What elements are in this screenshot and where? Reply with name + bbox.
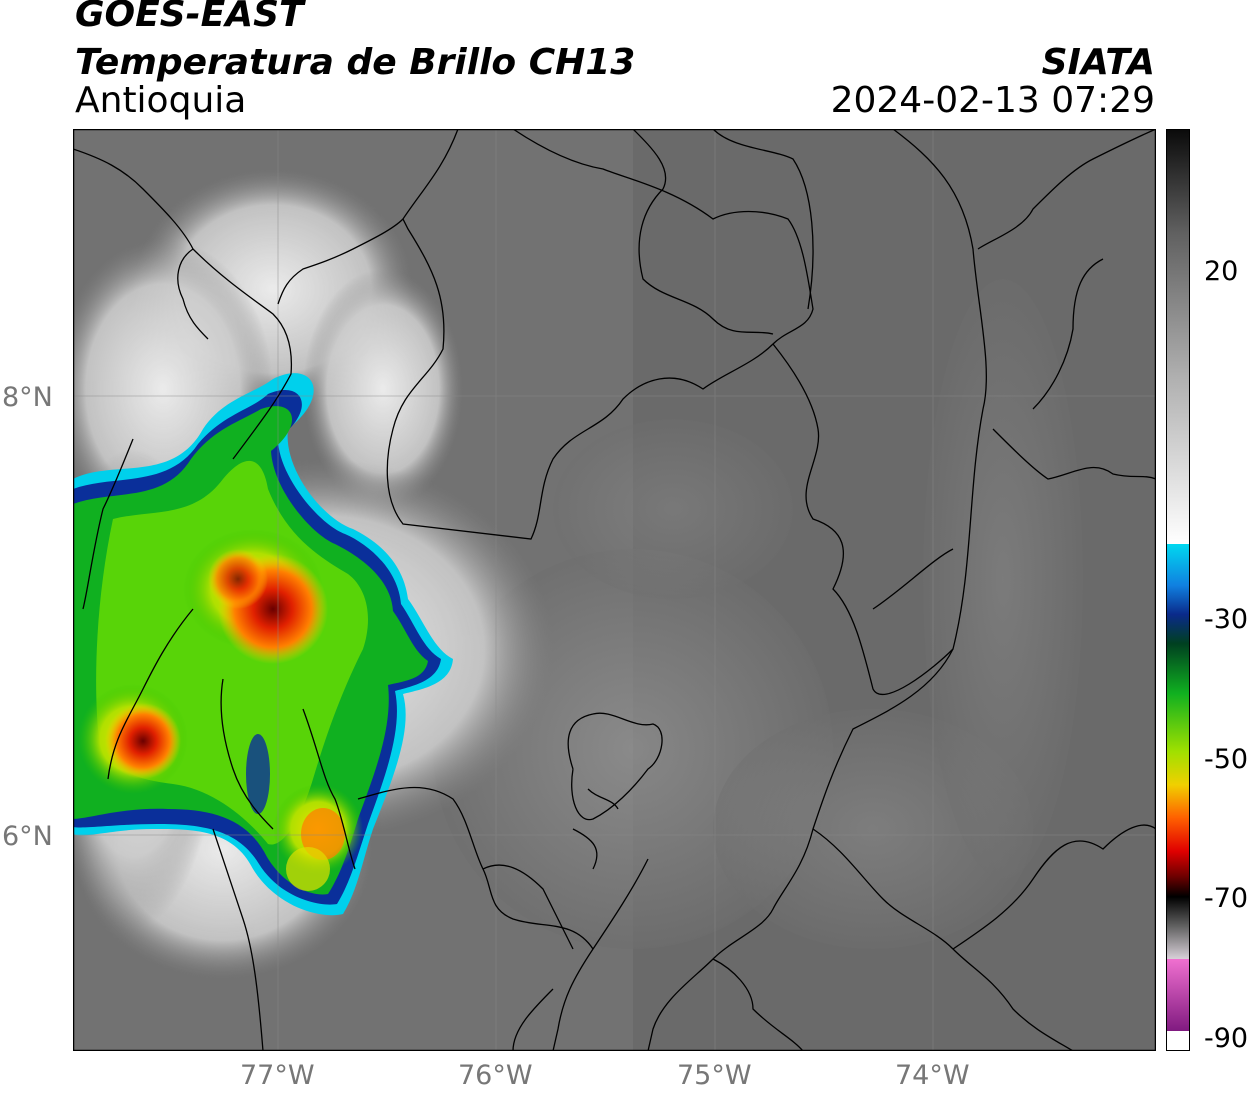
colorbar-tick-20: 20 (1204, 256, 1239, 287)
satellite-map (73, 129, 1156, 1051)
colorbar-tick-minus90: -90 (1204, 1023, 1249, 1054)
region-label: Antioquia (75, 80, 247, 121)
colorbar-tick-minus70: -70 (1204, 883, 1249, 914)
temperature-colorbar (1166, 129, 1190, 1051)
graticule (73, 129, 1156, 1051)
lon-label-77w: 77°W (240, 1060, 315, 1091)
agency-label: SIATA (1041, 42, 1155, 83)
title-satellite: GOES-EAST (75, 0, 304, 35)
lon-label-74w: 74°W (895, 1060, 970, 1091)
lat-label-6n: 6°N (2, 821, 53, 852)
title-product: Temperatura de Brillo CH13 (75, 42, 636, 83)
colorbar-tick-minus50: -50 (1204, 744, 1249, 775)
timestamp-label: 2024-02-13 07:29 (830, 80, 1155, 121)
colorbar-tick-minus30: -30 (1204, 604, 1249, 635)
political-borders (73, 129, 1156, 1051)
lon-label-76w: 76°W (458, 1060, 533, 1091)
lon-label-75w: 75°W (677, 1060, 752, 1091)
lat-label-8n: 8°N (2, 382, 53, 413)
